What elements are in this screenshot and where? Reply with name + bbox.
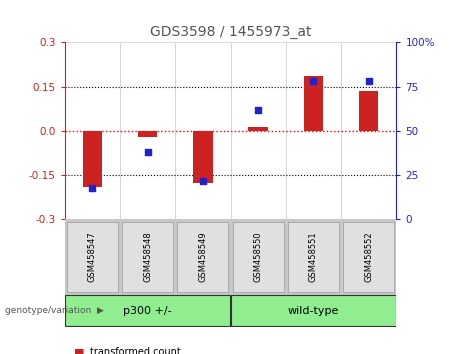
Bar [120, 42, 175, 219]
Point [199, 178, 207, 183]
Text: wild-type: wild-type [288, 306, 339, 316]
Bar [359, 91, 378, 131]
Point [144, 149, 151, 155]
Bar [230, 42, 286, 219]
FancyBboxPatch shape [231, 295, 396, 326]
Text: GSM458549: GSM458549 [198, 231, 207, 282]
FancyBboxPatch shape [122, 222, 173, 292]
Bar [138, 131, 157, 137]
Text: GSM458550: GSM458550 [254, 231, 263, 282]
Text: ■: ■ [74, 347, 84, 354]
FancyBboxPatch shape [233, 222, 284, 292]
Bar [286, 42, 341, 219]
Text: genotype/variation  ▶: genotype/variation ▶ [5, 306, 103, 315]
Point [254, 107, 262, 113]
Point [310, 79, 317, 84]
Point [89, 185, 96, 190]
Text: p300 +/-: p300 +/- [123, 306, 172, 316]
Bar [193, 131, 213, 183]
FancyBboxPatch shape [343, 222, 394, 292]
Text: GSM458547: GSM458547 [88, 231, 97, 282]
Bar [248, 127, 268, 131]
Title: GDS3598 / 1455973_at: GDS3598 / 1455973_at [150, 25, 311, 39]
Text: GSM458548: GSM458548 [143, 231, 152, 282]
Text: GSM458552: GSM458552 [364, 231, 373, 282]
FancyBboxPatch shape [288, 222, 339, 292]
FancyBboxPatch shape [177, 222, 228, 292]
Text: transformed count: transformed count [90, 347, 181, 354]
Bar [341, 42, 396, 219]
FancyBboxPatch shape [67, 222, 118, 292]
Bar [65, 42, 120, 219]
Text: GSM458551: GSM458551 [309, 231, 318, 282]
Bar [304, 76, 323, 131]
Bar [175, 42, 230, 219]
FancyBboxPatch shape [65, 295, 230, 326]
Bar [83, 131, 102, 187]
Point [365, 79, 372, 84]
